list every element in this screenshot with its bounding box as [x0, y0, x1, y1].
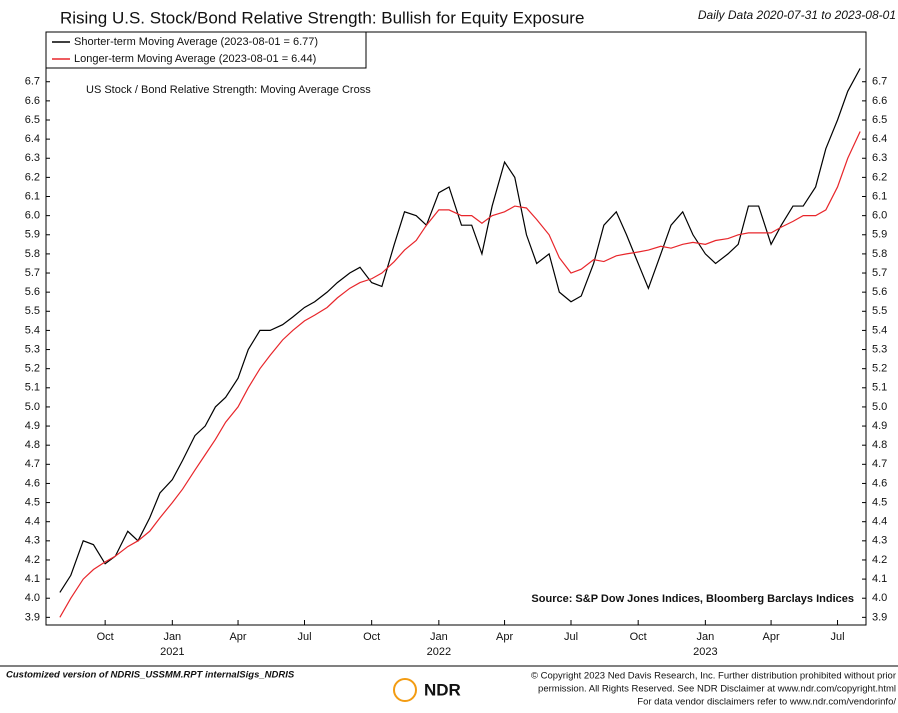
y2-tick-label: 5.6 — [872, 286, 887, 298]
y2-tick-label: 6.6 — [872, 95, 887, 107]
y2-tick-label: 5.7 — [872, 267, 887, 279]
x-tick-label: Jan — [163, 631, 181, 643]
x-tick-label: Jul — [564, 631, 578, 643]
y2-tick-label: 4.2 — [872, 554, 887, 566]
y-tick-label: 4.4 — [25, 516, 40, 528]
x-tick-label: Apr — [763, 631, 780, 643]
y-tick-label: 5.4 — [25, 324, 40, 336]
y-tick-label: 6.1 — [25, 190, 40, 202]
y2-tick-label: 5.9 — [872, 229, 887, 241]
y2-tick-label: 5.2 — [872, 363, 887, 375]
y-tick-label: 5.6 — [25, 286, 40, 298]
y2-tick-label: 5.3 — [872, 343, 887, 355]
y2-tick-label: 5.4 — [872, 324, 887, 336]
y2-tick-label: 5.1 — [872, 382, 887, 394]
series-line — [59, 131, 861, 618]
y2-tick-label: 4.8 — [872, 439, 887, 451]
y-tick-label: 5.1 — [25, 382, 40, 394]
y2-tick-label: 4.9 — [872, 420, 887, 432]
y-tick-label: 5.3 — [25, 343, 40, 355]
y2-tick-label: 6.0 — [872, 210, 887, 222]
y-tick-label: 5.2 — [25, 363, 40, 375]
y-tick-label: 6.0 — [25, 210, 40, 222]
series-line — [59, 68, 861, 593]
y2-tick-label: 5.0 — [872, 401, 887, 413]
y-tick-label: 5.0 — [25, 401, 40, 413]
x-tick-label: Oct — [97, 631, 114, 643]
y-tick-label: 5.8 — [25, 248, 40, 260]
copyright-line: permission. All Rights Reserved. See NDR… — [538, 684, 896, 695]
x-tick-label: Jul — [297, 631, 311, 643]
x-tick-label: Jan — [696, 631, 714, 643]
x-year-label: 2022 — [427, 646, 451, 658]
y-tick-label: 4.5 — [25, 496, 40, 508]
y-tick-label: 6.4 — [25, 133, 40, 145]
y2-tick-label: 4.4 — [872, 516, 887, 528]
y2-tick-label: 5.8 — [872, 248, 887, 260]
y-tick-label: 6.6 — [25, 95, 40, 107]
y-tick-label: 6.2 — [25, 171, 40, 183]
x-tick-label: Oct — [630, 631, 647, 643]
y2-tick-label: 6.2 — [872, 171, 887, 183]
y-tick-label: 4.8 — [25, 439, 40, 451]
y-tick-label: 5.5 — [25, 305, 40, 317]
y2-tick-label: 6.1 — [872, 190, 887, 202]
y-tick-label: 4.3 — [25, 535, 40, 547]
legend-box — [45, 31, 367, 69]
y2-tick-label: 4.0 — [872, 592, 887, 604]
x-tick-label: Oct — [363, 631, 380, 643]
copyright-line: © Copyright 2023 Ned Davis Research, Inc… — [531, 671, 896, 682]
logo-text: NDR — [424, 680, 461, 699]
y-tick-label: 5.7 — [25, 267, 40, 279]
chart-title: Rising U.S. Stock/Bond Relative Strength… — [60, 8, 584, 27]
y-tick-label: 4.7 — [25, 458, 40, 470]
legend-label: Longer-term Moving Average (2023-08-01 =… — [74, 53, 316, 65]
x-tick-label: Apr — [229, 631, 246, 643]
y2-tick-label: 6.5 — [872, 114, 887, 126]
logo-icon — [393, 678, 417, 702]
y2-tick-label: 4.6 — [872, 477, 887, 489]
x-tick-label: Jul — [830, 631, 844, 643]
legend-label: Shorter-term Moving Average (2023-08-01 … — [74, 36, 318, 48]
y2-tick-label: 6.7 — [872, 76, 887, 88]
x-year-label: 2021 — [160, 646, 184, 658]
y-tick-label: 6.7 — [25, 76, 40, 88]
subtitle: Daily Data 2020-07-31 to 2023-08-01 — [698, 8, 896, 22]
copyright-line: For data vendor disclaimers refer to www… — [637, 697, 896, 708]
y-tick-label: 4.2 — [25, 554, 40, 566]
y2-tick-label: 6.4 — [872, 133, 887, 145]
y2-tick-label: 4.3 — [872, 535, 887, 547]
y2-tick-label: 4.5 — [872, 496, 887, 508]
y2-tick-label: 6.3 — [872, 152, 887, 164]
source: Source: S&P Dow Jones Indices, Bloomberg… — [531, 593, 854, 605]
y-tick-label: 6.3 — [25, 152, 40, 164]
y2-tick-label: 3.9 — [872, 611, 887, 623]
y-tick-label: 5.9 — [25, 229, 40, 241]
annotation: US Stock / Bond Relative Strength: Movin… — [86, 84, 371, 96]
y-tick-label: 4.9 — [25, 420, 40, 432]
logo: NDR — [393, 678, 461, 702]
y-tick-label: 4.1 — [25, 573, 40, 585]
x-year-label: 2023 — [693, 646, 717, 658]
y-tick-label: 4.6 — [25, 477, 40, 489]
y-tick-label: 3.9 — [25, 611, 40, 623]
y-tick-label: 6.5 — [25, 114, 40, 126]
y2-tick-label: 4.1 — [872, 573, 887, 585]
x-tick-label: Apr — [496, 631, 513, 643]
y-tick-label: 4.0 — [25, 592, 40, 604]
y2-tick-label: 5.5 — [872, 305, 887, 317]
y2-tick-label: 4.7 — [872, 458, 887, 470]
footer-left: Customized version of NDRIS_USSMM.RPT in… — [6, 670, 295, 681]
plot-frame — [45, 31, 867, 626]
x-tick-label: Jan — [430, 631, 448, 643]
